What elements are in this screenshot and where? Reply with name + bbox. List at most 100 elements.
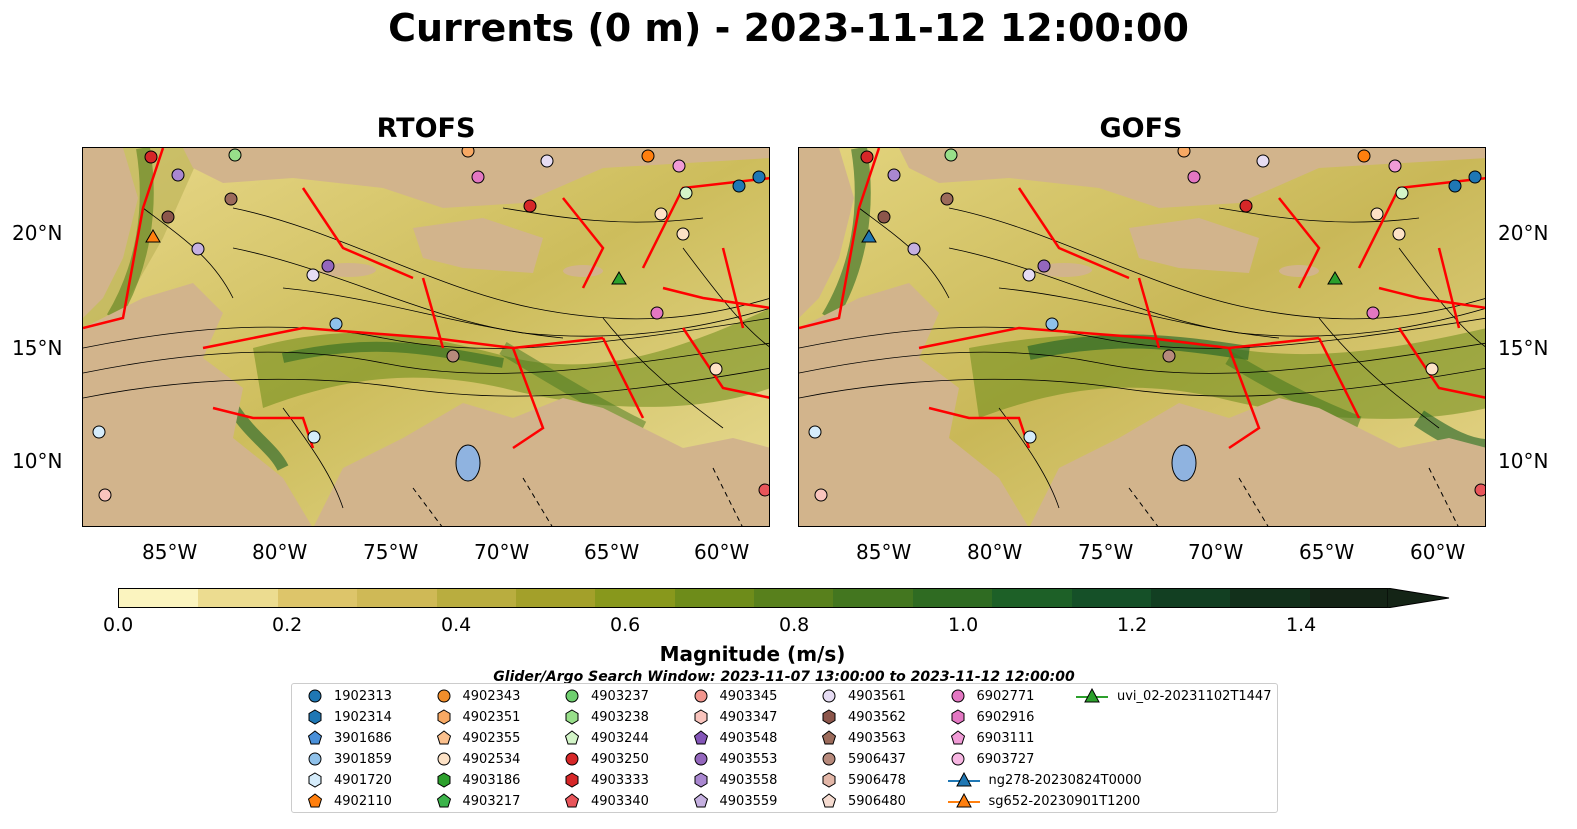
panel-title-rtofs: RTOFS <box>376 113 476 144</box>
legend-marker-icon <box>947 793 980 808</box>
colorbar-tick: 1.0 <box>948 614 979 636</box>
legend-item: 6903727 <box>947 749 1035 769</box>
legend-marker-icon <box>694 709 707 725</box>
legend-marker-icon <box>694 689 707 703</box>
legend-item: 6903111 <box>947 728 1035 748</box>
legend-marker-icon <box>565 772 579 788</box>
colorbar-tick: 0.6 <box>610 614 641 636</box>
lon-label-left-80w: 80°W <box>252 540 308 564</box>
lat-label-left-10n: 10°N <box>12 449 63 473</box>
search-window-text: Glider/Argo Search Window: 2023-11-07 13… <box>493 669 1075 685</box>
legend-item: uvi_02-20231102T1447 <box>1075 686 1271 706</box>
legend-marker-icon <box>565 752 579 766</box>
legend-marker-icon <box>1076 688 1108 703</box>
lon-label-right-80w: 80°W <box>967 540 1023 564</box>
lon-label-left-70w: 70°W <box>474 540 530 564</box>
legend-item: 1902314 <box>304 707 392 727</box>
legend-label: 6902916 <box>976 709 1035 725</box>
map-gofs-canvas <box>799 148 1485 526</box>
legend-marker-icon <box>822 772 836 788</box>
legend-item: 6902916 <box>947 707 1035 727</box>
legend-item: 5906437 <box>818 749 906 769</box>
legend-label: 4903250 <box>591 751 649 767</box>
legend-marker-icon <box>822 689 836 703</box>
legend-label: 4902110 <box>334 793 392 809</box>
lat-label-right-20n: 20°N <box>1498 221 1549 245</box>
legend-item: 5906480 <box>818 791 906 811</box>
legend-label: 4903237 <box>591 688 649 704</box>
legend-item: 4903186 <box>433 770 521 790</box>
legend-item: 4903250 <box>561 749 649 769</box>
legend-label: 4903561 <box>848 688 906 704</box>
lon-label-left-75w: 75°W <box>363 540 419 564</box>
colorbar-segment <box>198 589 278 607</box>
legend-label: 4903559 <box>719 793 778 809</box>
legend-marker-icon <box>436 730 451 745</box>
colorbar-segment <box>1230 589 1310 607</box>
legend-item: 4903563 <box>818 728 906 748</box>
lon-label-right-65w: 65°W <box>1299 540 1355 564</box>
legend-label: 4903186 <box>462 772 521 788</box>
legend-marker-icon <box>950 730 965 745</box>
legend-label: 6903111 <box>976 730 1035 746</box>
legend-item: 4903558 <box>690 770 778 790</box>
legend-marker-icon <box>694 752 707 766</box>
legend-item: 4902534 <box>433 749 521 769</box>
legend-item: 4902110 <box>304 791 392 811</box>
legend-item: 3901686 <box>304 728 392 748</box>
lat-label-right-15n: 15°N <box>1498 336 1549 360</box>
map-gofs[interactable] <box>798 147 1486 527</box>
legend-label: 4903558 <box>719 772 778 788</box>
legend-label: 4903548 <box>719 730 778 746</box>
colorbar-extend-arrow <box>1387 588 1450 608</box>
legend-item: 4903553 <box>690 749 777 769</box>
legend-marker-icon <box>565 689 579 703</box>
lon-label-left-85w: 85°W <box>142 540 198 564</box>
legend: 1902313 1902314 3901686 3901859 4901720 49021… <box>291 683 1278 813</box>
colorbar-segment <box>1071 589 1151 607</box>
lon-label-right-85w: 85°W <box>856 540 912 564</box>
legend-label: 3901859 <box>334 751 392 767</box>
legend-item: 4903340 <box>561 791 649 811</box>
legend-item: 4903562 <box>818 707 906 727</box>
legend-marker-icon <box>436 793 451 808</box>
legend-item: 4903217 <box>433 791 520 811</box>
legend-item: 4903237 <box>561 686 649 706</box>
legend-item: ng278-20230824T0000 <box>947 770 1142 790</box>
lat-label-left-20n: 20°N <box>12 221 63 245</box>
map-rtofs-canvas <box>83 148 769 526</box>
legend-label: 4903333 <box>591 772 649 788</box>
legend-label: 6903727 <box>976 751 1035 767</box>
lon-label-right-60w: 60°W <box>1410 540 1466 564</box>
legend-label: 4902343 <box>462 688 521 704</box>
colorbar-tick: 0.8 <box>779 614 810 636</box>
legend-marker-icon <box>693 730 708 745</box>
legend-label: ng278-20230824T0000 <box>988 772 1142 788</box>
legend-marker-icon <box>821 730 837 745</box>
lon-label-left-65w: 65°W <box>584 540 640 564</box>
map-rtofs[interactable] <box>82 147 770 527</box>
colorbar-segment <box>595 589 675 607</box>
legend-marker-icon <box>437 709 450 725</box>
legend-label: 4902351 <box>462 709 521 725</box>
legend-marker-icon <box>437 689 450 703</box>
legend-marker-icon <box>564 793 580 808</box>
legend-label: 1902313 <box>334 688 392 704</box>
legend-item: 1902313 <box>304 686 392 706</box>
colorbar-tick: 0.2 <box>272 614 303 636</box>
colorbar-segment <box>515 589 596 607</box>
legend-label: 4903238 <box>591 709 649 725</box>
legend-item: 4901720 <box>304 770 392 790</box>
colorbar-segment <box>833 589 913 607</box>
legend-item: 4903244 <box>561 728 649 748</box>
legend-label: 3901686 <box>334 730 392 746</box>
lat-label-left-15n: 15°N <box>12 336 63 360</box>
colorbar-label: Magnitude (m/s) <box>659 642 846 666</box>
legend-item: 4902351 <box>433 707 521 727</box>
legend-label: 4902534 <box>462 751 521 767</box>
legend-item: 4903345 <box>690 686 777 706</box>
legend-marker-icon <box>307 793 323 808</box>
legend-marker-icon <box>822 709 836 725</box>
legend-marker-icon <box>308 772 322 788</box>
colorbar <box>118 588 1390 608</box>
